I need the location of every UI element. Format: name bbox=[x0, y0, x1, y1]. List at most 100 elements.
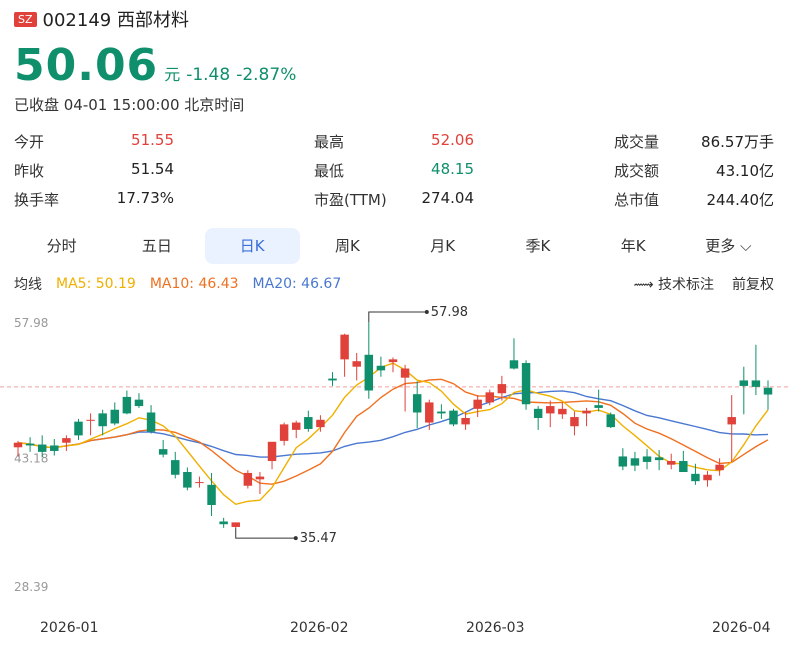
stat-cell: 总市值 244.40亿 bbox=[614, 189, 774, 210]
candle-body bbox=[533, 408, 543, 418]
candle-body bbox=[606, 414, 615, 428]
candle-body bbox=[473, 399, 482, 409]
tab-item[interactable]: 周K bbox=[334, 237, 360, 255]
stat-value: 51.54 bbox=[131, 160, 174, 178]
candle-body bbox=[437, 411, 446, 414]
ma10-line bbox=[17, 378, 769, 485]
stat-value: 43.10亿 bbox=[716, 162, 774, 180]
candle-body bbox=[388, 359, 398, 363]
ma5-value: MA5: 50.19 bbox=[56, 276, 136, 292]
candle-body bbox=[485, 392, 495, 403]
candle-body bbox=[509, 360, 519, 369]
candle-body bbox=[679, 461, 688, 473]
stock-code-name: 002149 西部材料 bbox=[42, 10, 189, 31]
x-label-mar: 2026-03 bbox=[466, 620, 525, 636]
candle-body bbox=[37, 444, 47, 452]
candle-body bbox=[219, 521, 228, 525]
stat-label: 成交额 bbox=[614, 162, 660, 180]
candle-body bbox=[98, 413, 107, 427]
x-label-apr: 2026-04 bbox=[712, 620, 771, 636]
tab-item[interactable]: 月K bbox=[430, 237, 456, 255]
candle-body bbox=[243, 472, 253, 486]
tab-item[interactable]: 年K bbox=[620, 237, 646, 255]
candle-body bbox=[74, 421, 83, 436]
stat-value: 244.40亿 bbox=[706, 191, 775, 209]
candle-body bbox=[171, 460, 180, 475]
candle-body bbox=[715, 464, 724, 471]
candle-body bbox=[364, 354, 374, 391]
stat-cell: 最高 52.06 bbox=[314, 131, 474, 152]
tab-item[interactable]: 季K bbox=[525, 237, 551, 255]
candle-body bbox=[461, 417, 470, 425]
candle-body bbox=[546, 406, 555, 414]
stat-cell: 成交量 86.57万手 bbox=[614, 131, 774, 152]
candle-body bbox=[316, 419, 325, 428]
stat-cell: 今开 51.55 bbox=[14, 131, 174, 152]
candle-body bbox=[291, 422, 301, 430]
stat-cell: 市盈(TTM) 274.04 bbox=[314, 189, 474, 210]
market-status: 已收盘 04-01 15:00:00 北京时间 bbox=[14, 96, 245, 114]
y-tick-label: 28.39 bbox=[14, 580, 48, 594]
min-annotation-dot bbox=[293, 536, 298, 541]
tab-item[interactable]: 分时 bbox=[46, 237, 77, 255]
stat-value: 52.06 bbox=[431, 131, 474, 149]
candle-body bbox=[449, 410, 458, 425]
candle-body bbox=[654, 457, 664, 461]
price-change-pct: -2.87% bbox=[236, 65, 297, 85]
tab-item[interactable]: 更多 ⌵ bbox=[705, 237, 752, 255]
tech-icon: ⟿ bbox=[633, 277, 658, 293]
max-annotation-dot bbox=[424, 310, 429, 314]
candle-body bbox=[122, 396, 132, 414]
max-annotation-line bbox=[368, 311, 427, 322]
candle-body bbox=[86, 419, 95, 421]
candle-body bbox=[703, 474, 712, 481]
stat-label: 总市值 bbox=[614, 191, 660, 209]
y-tick-label: 43.18 bbox=[14, 452, 48, 466]
stats-row: 今开 51.55 最高 52.06 成交量 86.57万手 bbox=[14, 127, 774, 156]
y-tick-label: 57.98 bbox=[14, 316, 48, 330]
candle-body bbox=[570, 417, 579, 427]
stat-cell: 昨收 51.54 bbox=[14, 160, 174, 181]
candle-body bbox=[110, 409, 120, 424]
ma20-value: MA20: 46.67 bbox=[252, 276, 342, 292]
candle-body bbox=[207, 484, 216, 505]
x-label-feb: 2026-02 bbox=[290, 620, 349, 636]
stats-table: 今开 51.55 最高 52.06 成交量 86.57万手昨收 51.54 最低 48.15 成交… bbox=[14, 127, 774, 214]
tech-label: 技术标注 bbox=[658, 277, 714, 293]
candle-body bbox=[352, 361, 361, 367]
price-change: -1.48 bbox=[186, 65, 231, 85]
stat-value: 274.04 bbox=[421, 189, 475, 207]
candle-body bbox=[158, 449, 168, 455]
candle-body bbox=[521, 363, 531, 405]
candle-body bbox=[134, 399, 144, 407]
min-annotation-label: 35.47 bbox=[300, 531, 337, 546]
candle-body bbox=[328, 378, 337, 381]
stock-header: SZ 002149 西部材料 bbox=[14, 6, 189, 32]
candle-body bbox=[739, 380, 749, 386]
stat-cell: 换手率 17.73% bbox=[14, 189, 174, 210]
candle-body bbox=[13, 442, 23, 448]
tab-item[interactable]: 日K bbox=[204, 228, 300, 264]
candle-body bbox=[25, 443, 35, 446]
candle-body bbox=[630, 458, 640, 466]
price-row: 50.06 元 -1.48 -2.87% bbox=[14, 40, 296, 91]
stat-cell: 最低 48.15 bbox=[314, 160, 474, 181]
current-price: 50.06 bbox=[14, 40, 159, 91]
candle-body bbox=[267, 441, 277, 462]
stat-label: 市盈(TTM) bbox=[314, 191, 387, 209]
adjust-toggle[interactable]: 前复权 bbox=[732, 277, 774, 293]
tech-annotation-toggle[interactable]: ⟿ 技术标注 bbox=[633, 274, 714, 294]
candle-body bbox=[195, 482, 204, 484]
price-unit: 元 bbox=[164, 65, 181, 84]
kline-chart[interactable]: 57.98 43.18 28.39 57.98 35.47 bbox=[0, 300, 788, 645]
candle-body bbox=[763, 387, 773, 395]
tab-item[interactable]: 五日 bbox=[141, 237, 172, 255]
max-annotation-label: 57.98 bbox=[431, 305, 468, 320]
candle-body bbox=[691, 473, 700, 482]
stat-value: 51.55 bbox=[131, 131, 174, 149]
x-label-jan: 2026-01 bbox=[40, 620, 99, 636]
candle-body bbox=[376, 365, 386, 371]
candle-body bbox=[279, 424, 289, 441]
candle-body bbox=[183, 472, 192, 488]
stat-label: 成交量 bbox=[614, 133, 660, 151]
